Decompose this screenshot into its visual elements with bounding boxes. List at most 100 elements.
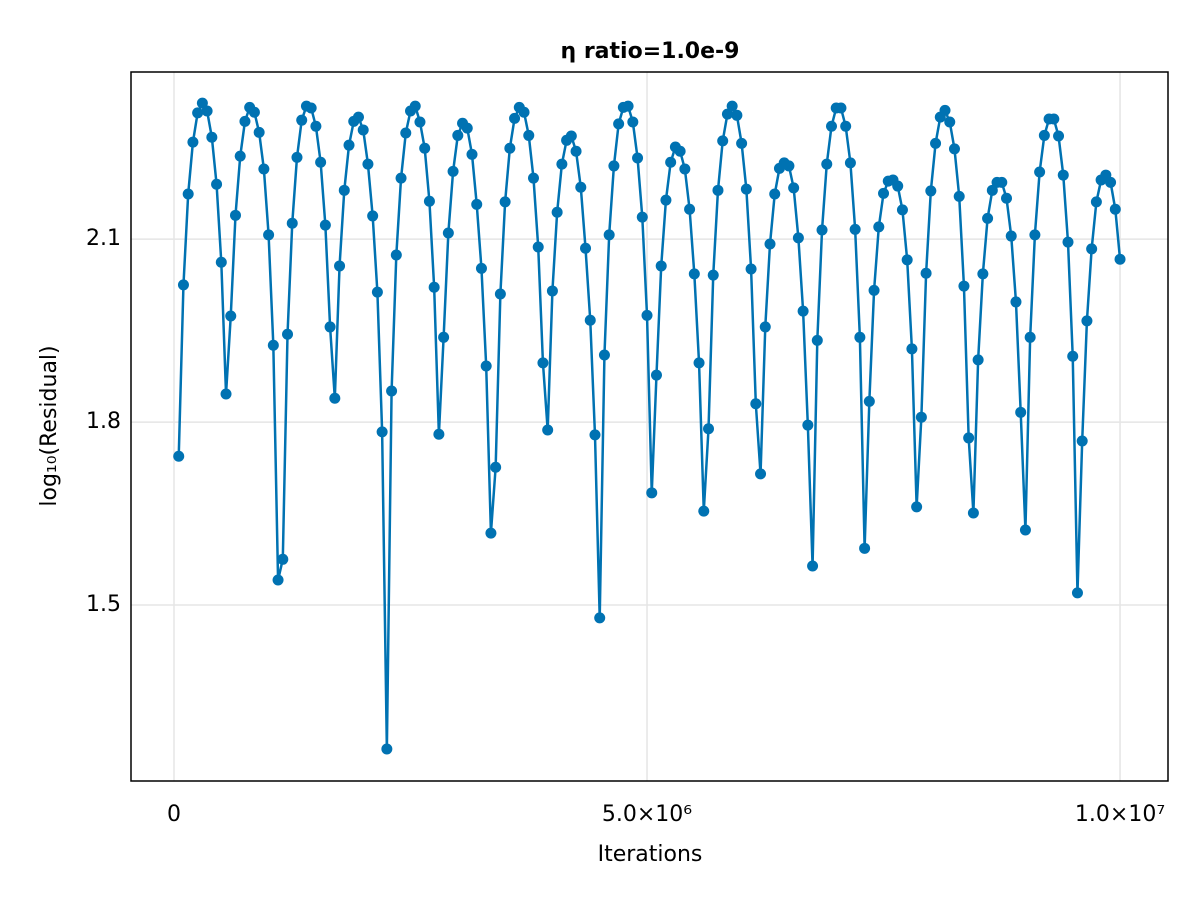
data-point [527,172,539,184]
data-point [523,129,535,141]
data-point [1048,113,1060,125]
data-point [1001,192,1013,204]
data-point [201,105,213,117]
data-point [556,158,568,170]
data-point [750,398,762,410]
data-point [371,286,383,298]
data-point [177,279,189,291]
data-point [982,212,994,224]
data-point [674,145,686,157]
data-point [693,357,705,369]
data-point [310,120,322,132]
chart-title: η ratio=1.0e-9 [561,39,740,64]
data-point [622,100,634,112]
data-point [291,151,303,163]
data-point [253,126,265,138]
data-point [802,419,814,431]
data-point [603,229,615,241]
data-point [248,106,260,118]
data-point [641,309,653,321]
data-point [740,183,752,195]
data-point [759,321,771,333]
data-point [542,424,554,436]
data-point [282,328,294,340]
data-point [296,114,308,126]
data-point [272,574,284,586]
data-point [182,188,194,200]
data-point [196,97,208,109]
data-point [173,450,185,462]
data-point [901,254,913,266]
data-point [1019,524,1031,536]
data-point [783,160,795,172]
data-point [1081,315,1093,327]
data-point [835,102,847,114]
data-point [338,184,350,196]
data-point [461,122,473,134]
data-point [769,188,781,200]
data-point [840,120,852,132]
data-point [849,223,861,235]
data-point [627,116,639,128]
data-point [386,385,398,397]
data-point [537,357,549,369]
data-point [721,108,733,120]
data-point [1062,236,1074,248]
data-point [1038,129,1050,141]
data-point [873,221,885,233]
data-point [967,507,979,519]
data-point [1053,130,1065,142]
data-point [684,203,696,215]
data-point [726,100,738,112]
data-point [613,118,625,130]
data-point [414,116,426,128]
data-point [892,180,904,192]
data-point [958,280,970,292]
data-point [811,334,823,346]
data-point [896,204,908,216]
data-point [915,411,927,423]
data-point [797,305,809,317]
data-point [788,182,800,194]
data-point [570,145,582,157]
data-point [352,111,364,123]
plot-frame [130,71,1169,782]
data-point [433,428,445,440]
data-point [229,209,241,221]
data-point [650,369,662,381]
data-point [263,229,275,241]
data-point [220,388,232,400]
data-point [324,321,336,333]
data-point [707,269,719,281]
data-point [598,349,610,361]
data-point [428,281,440,293]
data-point [206,131,218,143]
data-point [305,102,317,114]
data-point [816,224,828,236]
data-point [807,560,819,572]
data-point [646,487,658,499]
data-point [575,181,587,193]
data-point [1105,176,1117,188]
data-point [977,268,989,280]
data-point [551,206,563,218]
data-point [717,135,729,147]
data-point [859,542,871,554]
data-point [665,156,677,168]
data-point [362,158,374,170]
data-point [655,260,667,272]
data-point [792,232,804,244]
data-point [466,148,478,160]
data-point [854,331,866,343]
data-point [731,109,743,121]
data-point [906,343,918,355]
y-tick-label: 1.8 [86,409,121,434]
data-point [953,190,965,202]
data-point [390,249,402,261]
data-point [972,354,984,366]
data-point [1114,253,1126,265]
data-point [315,156,327,168]
data-point [267,339,279,351]
data-point [703,423,715,435]
data-point [1067,350,1079,362]
